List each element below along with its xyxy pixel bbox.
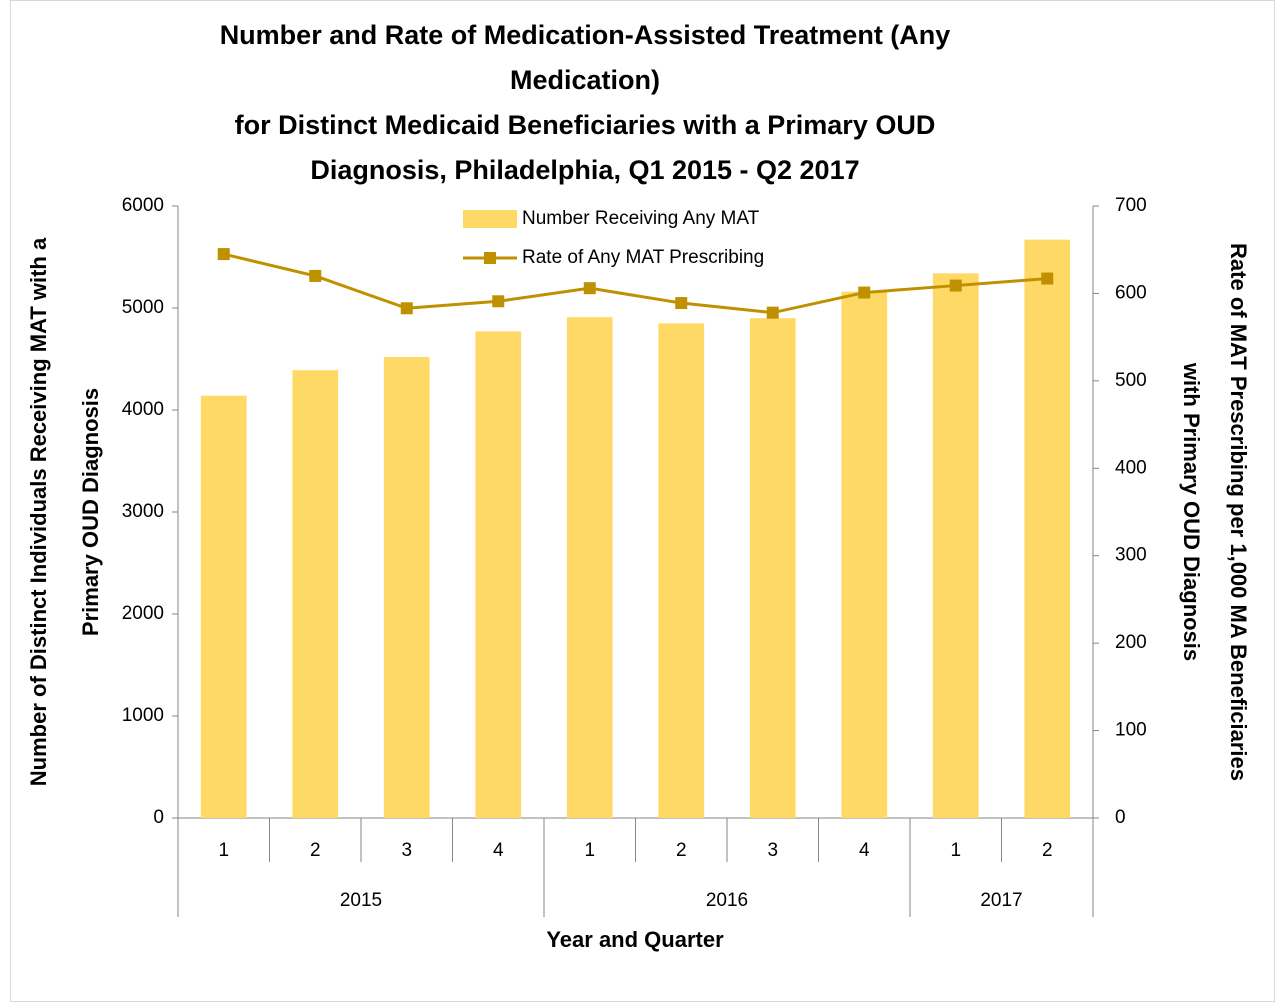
year-label: 2016 <box>706 890 748 911</box>
line-marker <box>400 302 413 315</box>
x-tick-label: 4 <box>493 840 504 861</box>
x-tick-label: 2 <box>310 840 321 861</box>
bar <box>1024 239 1071 818</box>
y2-tick-label: 400 <box>1115 457 1147 478</box>
bar <box>383 356 430 818</box>
y-tick-label: 3000 <box>122 501 164 522</box>
line-marker <box>217 248 230 261</box>
y2-tick-label: 200 <box>1115 632 1147 653</box>
chart-title: Number and Rate of Medication-Assisted T… <box>220 20 951 50</box>
y2-axis-title: with Primary OUD Diagnosis <box>1179 362 1204 661</box>
legend-label: Rate of Any MAT Prescribing <box>522 247 764 268</box>
chart-border <box>10 0 1275 1002</box>
x-tick-label: 3 <box>401 840 412 861</box>
legend-swatch <box>463 210 517 228</box>
y-tick-label: 6000 <box>122 195 164 216</box>
line-marker <box>766 306 779 319</box>
y2-tick-label: 500 <box>1115 370 1147 391</box>
line-marker <box>675 297 688 310</box>
line-marker <box>492 295 505 308</box>
y-tick-label: 4000 <box>122 399 164 420</box>
bar <box>841 291 888 818</box>
bar <box>658 323 705 818</box>
y-tick-label: 0 <box>153 807 164 828</box>
year-label: 2017 <box>980 890 1022 911</box>
chart-title: Medication) <box>510 65 660 95</box>
y2-tick-label: 0 <box>1115 807 1126 828</box>
x-tick-label: 1 <box>584 840 595 861</box>
year-label: 2015 <box>340 890 382 911</box>
y-tick-label: 2000 <box>122 603 164 624</box>
x-axis-title: Year and Quarter <box>546 927 724 952</box>
bar <box>292 370 339 818</box>
bar <box>566 317 613 818</box>
x-tick-label: 1 <box>950 840 961 861</box>
y2-tick-label: 300 <box>1115 545 1147 566</box>
y-tick-label: 1000 <box>122 705 164 726</box>
bar <box>932 273 979 818</box>
chart-title: Diagnosis, Philadelphia, Q1 2015 - Q2 20… <box>310 155 859 185</box>
y-tick-label: 5000 <box>122 297 164 318</box>
line-marker <box>583 282 596 295</box>
line-marker <box>949 279 962 292</box>
y2-tick-label: 700 <box>1115 195 1147 216</box>
y2-tick-label: 600 <box>1115 282 1147 303</box>
x-tick-label: 2 <box>676 840 687 861</box>
line-marker <box>309 269 322 282</box>
line <box>223 252 1048 315</box>
x-tick-label: 4 <box>859 840 870 861</box>
x-tick-label: 1 <box>218 840 229 861</box>
line-marker <box>858 286 871 299</box>
x-tick-label: 3 <box>767 840 778 861</box>
legend-marker <box>484 252 496 264</box>
bar <box>200 395 247 818</box>
legend-label: Number Receiving Any MAT <box>522 208 760 229</box>
bar <box>475 331 522 818</box>
y-axis-title: Primary OUD Diagnosis <box>78 388 103 636</box>
chart-title: for Distinct Medicaid Beneficiaries with… <box>235 110 936 140</box>
bar <box>749 318 796 818</box>
line-marker <box>1041 272 1054 285</box>
y2-axis-title: Rate of MAT Prescribing per 1,000 MA Ben… <box>1226 243 1251 781</box>
y2-tick-label: 100 <box>1115 720 1147 741</box>
x-tick-label: 2 <box>1042 840 1053 861</box>
y-axis-title: Number of Distinct Individuals Receiving… <box>26 237 51 786</box>
